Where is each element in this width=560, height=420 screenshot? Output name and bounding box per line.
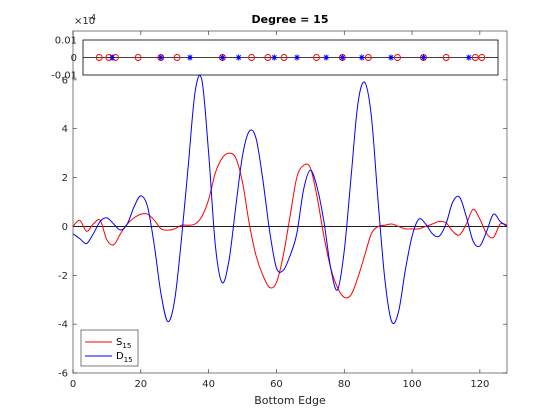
inset-marker-circle <box>364 54 372 61</box>
x-tick-label: 20 <box>134 379 147 390</box>
x-axis-label: Bottom Edge <box>254 394 326 407</box>
y-tick-label: 2 <box>62 173 68 184</box>
series-line-d15 <box>72 74 508 325</box>
star-stroke <box>236 55 242 60</box>
inset-marker-star <box>465 54 472 61</box>
y-exponent-power: -4 <box>88 13 96 22</box>
inset-y-tick-label: -0.01 <box>51 71 77 82</box>
inset-marker-star <box>235 54 242 61</box>
star-stroke <box>339 55 345 60</box>
inset-marker-star <box>186 54 193 61</box>
star-stroke <box>187 55 193 60</box>
inset-marker-star <box>109 54 116 61</box>
y-tick-label: -2 <box>58 271 68 282</box>
main-series-layer <box>72 74 508 325</box>
inset-marker-star <box>339 54 346 61</box>
y-tick-label: 6 <box>62 75 68 86</box>
y-tick-label: -6 <box>58 369 68 380</box>
inset-ticks-layer: 0.01 0 -0.01 <box>51 36 77 82</box>
inset-marker-star <box>293 54 300 61</box>
inset-marker-circle <box>95 54 103 61</box>
star-stroke <box>109 55 115 60</box>
inset-y-tick-label: 0 <box>71 53 77 64</box>
star-stroke <box>323 55 329 60</box>
x-tick-label: 80 <box>338 379 351 390</box>
star-stroke <box>388 55 394 60</box>
chart-title: Degree = 15 <box>252 13 329 26</box>
inset-marker-star <box>271 54 278 61</box>
inset-marker-star <box>323 54 330 61</box>
inset-marker-circle <box>134 54 142 61</box>
series-line-s15 <box>72 152 508 299</box>
inset-layer <box>83 54 498 61</box>
x-tick-label: 40 <box>202 379 215 390</box>
inset-marker-circle <box>478 54 486 61</box>
star-stroke <box>420 55 426 60</box>
y-exponent-base: ×10 <box>74 16 95 27</box>
x-tick-label: 0 <box>70 379 76 390</box>
inset-marker-star <box>219 54 226 61</box>
star-stroke <box>466 55 472 60</box>
inset-marker-circle <box>442 54 450 61</box>
x-tick-label: 60 <box>270 379 283 390</box>
inset-marker-circle <box>248 54 256 61</box>
inset-marker-star <box>388 54 395 61</box>
y-tick-label: -4 <box>58 320 68 331</box>
inset-marker-star <box>358 54 365 61</box>
inset-marker-circle <box>173 54 181 61</box>
inset-y-tick-label: 0.01 <box>55 36 77 47</box>
y-tick-label: 4 <box>62 124 68 135</box>
inset-marker-star <box>157 54 164 61</box>
main-ticks-layer: 0 20 40 60 80 100 120 -6 -4 -2 0 2 4 6 <box>58 31 507 390</box>
star-stroke <box>158 55 164 60</box>
inset-marker-star <box>420 54 427 61</box>
star-stroke <box>271 55 277 60</box>
y-tick-label: 0 <box>62 222 68 233</box>
star-stroke <box>294 55 300 60</box>
x-tick-label: 120 <box>470 379 489 390</box>
inset-marker-circle <box>394 54 401 61</box>
main-plot-area <box>72 30 508 374</box>
star-stroke <box>219 55 225 60</box>
inset-marker-circle <box>280 54 288 61</box>
legend-box <box>80 329 139 367</box>
star-stroke <box>359 55 365 60</box>
legend: S15 D15 <box>80 329 139 367</box>
x-tick-label: 100 <box>403 379 422 390</box>
inset-marker-circle <box>312 54 320 61</box>
inset-marker-circle <box>471 54 479 61</box>
legend-label-d15: D15 <box>116 351 133 364</box>
legend-label-s15: S15 <box>116 337 131 350</box>
inset-marker-circle <box>264 54 272 61</box>
